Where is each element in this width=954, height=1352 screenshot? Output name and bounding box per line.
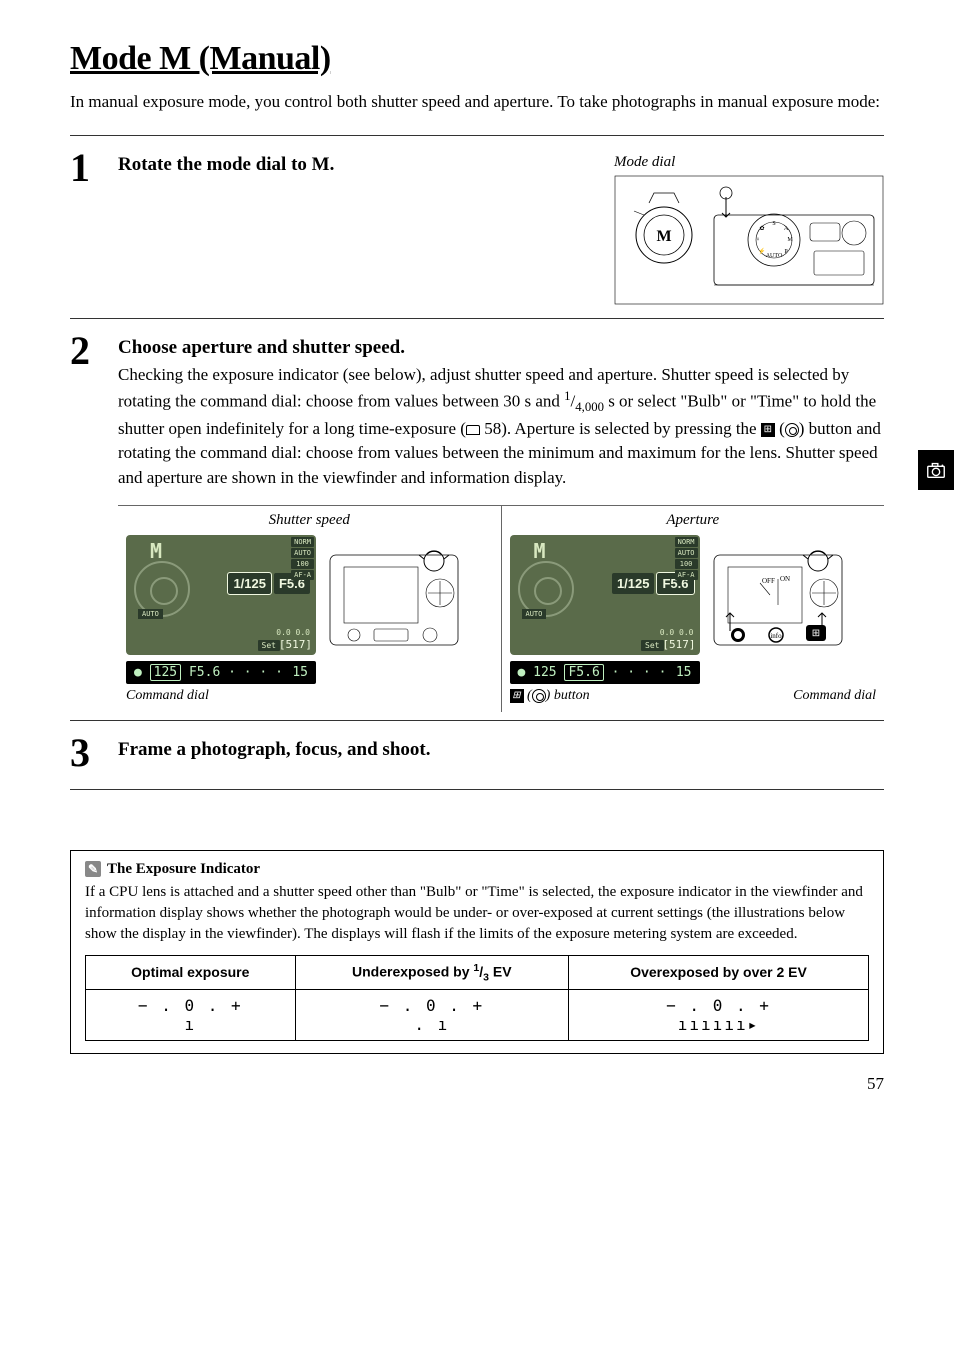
intro-text: In manual exposure mode, you control bot… [70,90,884,115]
step-3-number: 3 [70,733,100,773]
command-dial-label-right: Command dial [793,688,876,704]
info-display-shutter: M AUTO 1/125 F5.6 NORM AUTO 100 AF-A [126,535,316,655]
aperture-icon [785,423,799,437]
step-2-text: Checking the exposure indicator (see bel… [118,363,884,491]
step-2-number: 2 [70,331,100,712]
page-ref-icon [466,425,480,435]
svg-text:M: M [656,228,671,245]
step-2: 2 Choose aperture and shutter speed. Che… [70,318,884,712]
page-title: Mode M (Manual) [70,40,884,78]
step-1-heading: Rotate the mode dial to M. [118,154,334,176]
shutter-speed-column: Shutter speed M AUTO 1/125 F5.6 NORM AUT… [118,506,502,712]
svg-text:OFF: OFF [762,577,775,585]
svg-text:S: S [772,221,775,227]
page-number: 57 [70,1074,884,1094]
th-under: Underexposed by 1/3 EV [295,955,568,989]
exposure-indicator-table: Optimal exposure Underexposed by 1/3 EV … [85,955,869,1041]
shutter-value-2: 1/125 [612,573,655,594]
svg-text:⚡: ⚡ [758,247,765,255]
svg-text:info: info [770,632,782,640]
svg-text:A: A [784,226,789,232]
viewfinder-aperture: ● 125 F5.6 · · · · 15 [510,661,700,684]
camera-icon [925,459,947,481]
svg-text:♀: ♀ [756,237,761,243]
step-2-heading: Choose aperture and shutter speed. [118,337,884,359]
exposure-indicator-note: The Exposure Indicator If a CPU lens is … [70,850,884,1054]
command-dial-label-left: Command dial [126,688,209,704]
note-text: If a CPU lens is attached and a shutter … [85,882,869,945]
th-over: Overexposed by over 2 EV [569,955,869,989]
step-3: 3 Frame a photograph, focus, and shoot. [70,720,884,790]
camera-back-aperture: OFF ON info ⊞ [708,535,848,655]
section-tab-camera [918,450,954,490]
step-1-number: 1 [70,148,100,310]
mode-dial-figure: Mode dial M SA MP AUTO⚡ [614,154,884,310]
svg-text:ON: ON [780,575,790,583]
display-figure-row: Shutter speed M AUTO 1/125 F5.6 NORM AUT… [118,505,884,712]
comp-button-label: ⊞ () button [510,688,590,704]
td-under: − . 0 . + . ı [295,990,568,1041]
camera-back-shutter [324,535,464,655]
aperture-caption: Aperture [510,512,877,529]
th-optimal: Optimal exposure [86,955,296,989]
svg-text:M: M [787,237,793,243]
svg-text:AUTO: AUTO [766,253,783,259]
shutter-caption: Shutter speed [126,512,493,529]
info-display-aperture: M AUTO 1/125 F5.6 NORM AUTO 100 AF-A [510,535,700,655]
svg-text:✿: ✿ [759,225,764,232]
svg-text:⊞: ⊞ [811,628,819,639]
td-over: − . 0 . + ıııııı▸ [569,990,869,1041]
step-3-heading: Frame a photograph, focus, and shoot. [118,739,884,761]
mode-dial-illustration: M SA MP AUTO⚡ ♀✿ [614,175,884,305]
note-title: The Exposure Indicator [85,861,869,878]
viewfinder-shutter: ● 125 F5.6 · · · · 15 [126,661,316,684]
mode-dial-caption: Mode dial [614,154,884,171]
shutter-value: 1/125 [228,573,271,594]
step-1: 1 Rotate the mode dial to M. Mode dial M [70,135,884,310]
td-optimal: − . 0 . + ı [86,990,296,1041]
aperture-column: Aperture M AUTO 1/125 F5.6 NORM AUTO [502,506,885,712]
exposure-comp-icon: ⊞ [761,423,775,437]
